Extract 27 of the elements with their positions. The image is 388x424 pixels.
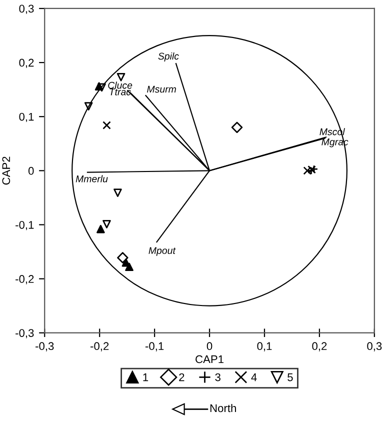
- legend-label: 5: [288, 373, 293, 382]
- y-tick-label: 0,1: [19, 112, 34, 122]
- x-axis-title: CAP1: [196, 355, 224, 364]
- y-axis-title: CAP2: [2, 156, 10, 185]
- x-tick-label: 0,1: [257, 342, 272, 352]
- series-label: Msurm: [147, 86, 176, 93]
- legend-label: 4: [251, 373, 257, 382]
- text: North: [210, 404, 236, 412]
- series-label: Mmerlu: [76, 175, 108, 182]
- legend-label: 1: [143, 373, 148, 382]
- series-label: Mpout: [148, 247, 176, 256]
- series-label: Cluce: [108, 82, 132, 89]
- legend-label: 2: [179, 373, 184, 382]
- y-tick-label: 0: [28, 166, 34, 175]
- y-tick-label: -0,1: [16, 220, 34, 230]
- x-tick-label: -0,2: [90, 342, 109, 352]
- x-tick-label: -0,3: [36, 342, 54, 352]
- series-label: Spilc: [158, 52, 179, 62]
- y-tick-label: -0,2: [16, 275, 34, 284]
- y-tick-label: 0,2: [19, 58, 34, 68]
- x-tick-label: 0,3: [367, 342, 382, 352]
- legend-label: 3: [215, 373, 220, 382]
- x-tick-label: 0: [206, 342, 212, 350]
- y-tick-label: -0,3: [16, 329, 34, 338]
- x-tick-label: 0,2: [312, 342, 327, 352]
- y-tick-label: 0,3: [19, 4, 34, 14]
- x-tick-label: -0,1: [145, 342, 164, 352]
